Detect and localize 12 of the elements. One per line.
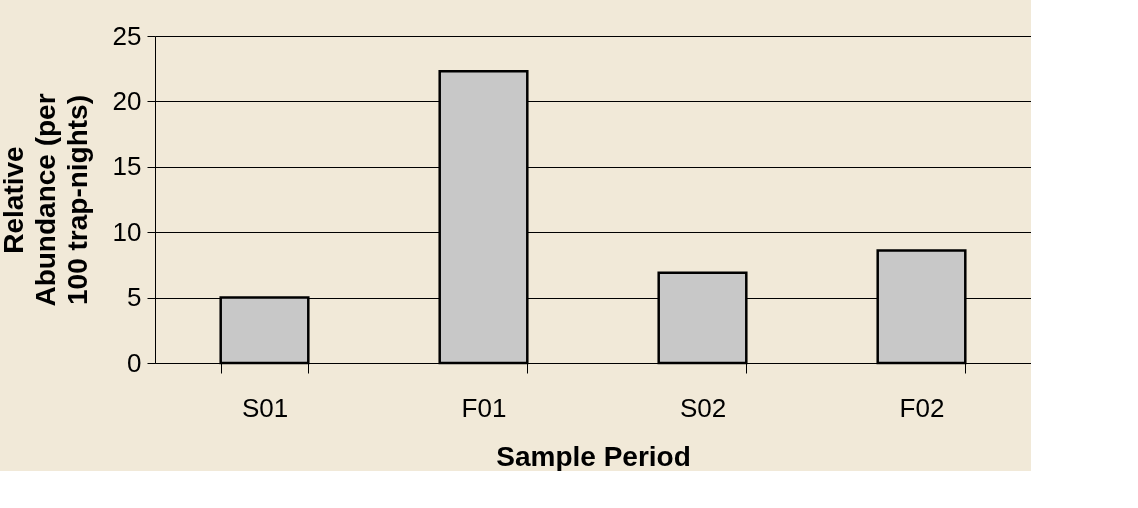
y-tick-label: 25 bbox=[112, 20, 142, 51]
y-axis-title: Relative Abundance (per 100 trap-nights) bbox=[0, 93, 93, 307]
x-tick-label: S01 bbox=[241, 392, 289, 423]
x-tick-label: S02 bbox=[679, 392, 727, 423]
y-tick-label: 20 bbox=[112, 85, 142, 116]
x-tick-label: F01 bbox=[461, 392, 507, 423]
x-axis-title: Sample Period bbox=[496, 440, 691, 472]
x-tick-label: F02 bbox=[899, 392, 945, 423]
y-tick-label: 15 bbox=[112, 151, 142, 182]
y-tick-label: 0 bbox=[127, 347, 142, 378]
y-tick-label: 10 bbox=[112, 216, 142, 247]
y-tick-label: 5 bbox=[127, 282, 142, 313]
